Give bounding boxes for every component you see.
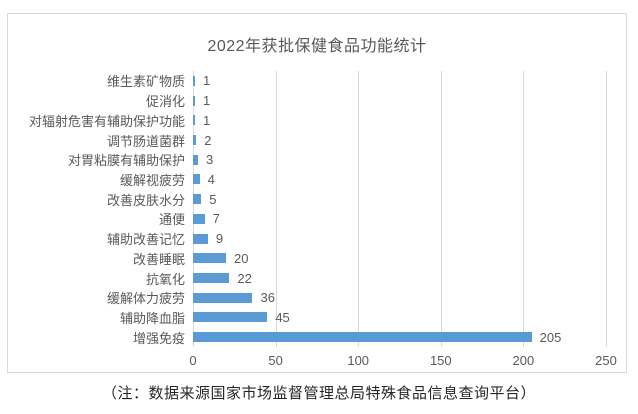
- category-label: 缓解视疲劳: [119, 172, 185, 188]
- bar-row: 缓解体力疲劳 36: [18, 288, 606, 308]
- bar: [193, 253, 227, 264]
- value-label: 36: [260, 290, 275, 306]
- bar-row: 辅助改善记忆 9: [18, 229, 606, 249]
- category-label: 维生素矿物质: [106, 74, 185, 90]
- bar-row: 缓解视疲劳 4: [18, 170, 606, 190]
- gridline: [275, 71, 277, 347]
- value-label: 205: [539, 329, 562, 345]
- bar: [193, 115, 195, 126]
- bar: [193, 312, 268, 323]
- bar-track: 7: [193, 209, 606, 229]
- value-label: 3: [205, 152, 214, 168]
- category-label: 对胃粘膜有辅助保护: [67, 153, 185, 169]
- x-tick-label: 100: [347, 353, 370, 368]
- value-label: 1: [203, 73, 211, 89]
- bar-track: 1: [193, 110, 606, 130]
- bar-row: 维生素矿物质 1: [18, 71, 606, 91]
- category-label: 改善睡眠: [132, 251, 185, 267]
- gridline: [358, 71, 360, 347]
- chart-card: 2022年获批保健食品功能统计 维生素矿物质 1 促消化 1 对辐射危害有辅助保护功能 1…: [7, 13, 627, 373]
- bar: [193, 292, 253, 303]
- x-tick-label: 200: [512, 353, 535, 368]
- bar-track: 3: [193, 150, 606, 170]
- category-label: 对辐射危害有辅助保护功能: [28, 113, 185, 129]
- category-label: 调节肠道菌群: [106, 133, 185, 149]
- category-label: 促消化: [145, 94, 185, 110]
- x-tick-label: 250: [595, 353, 617, 368]
- value-label: 7: [212, 211, 220, 227]
- bar-row: 调节肠道菌群 2: [18, 130, 606, 150]
- category-label: 通便: [158, 212, 185, 228]
- bar-row: 抗氧化 22: [18, 268, 606, 288]
- x-tick-label: 0: [189, 353, 197, 368]
- bar: [193, 95, 195, 106]
- value-label: 9: [215, 231, 224, 247]
- bar-rows: 维生素矿物质 1 促消化 1 对辐射危害有辅助保护功能 1 调节肠道菌群 2 对胃粘膜有辅助保护…: [18, 71, 606, 347]
- bar-track: 205: [193, 327, 606, 347]
- bar-track: 5: [193, 189, 606, 209]
- value-label: 22: [237, 270, 252, 286]
- bar-track: 20: [193, 248, 606, 268]
- bar-track: 9: [193, 229, 606, 249]
- category-label: 辅助降血脂: [119, 310, 185, 326]
- footnote: （注：数据来源国家市场监督管理总局特殊食品信息查询平台）: [101, 385, 536, 402]
- value-label: 45: [275, 309, 290, 325]
- bar-track: 4: [193, 170, 606, 190]
- x-tick-label: 50: [268, 353, 283, 368]
- bar-row: 改善睡眠 20: [18, 248, 606, 268]
- bar: [193, 233, 208, 244]
- gridline: [523, 71, 525, 347]
- bar: [193, 332, 532, 343]
- chart-title: 2022年获批保健食品功能统计: [207, 38, 427, 55]
- bar: [193, 75, 195, 86]
- bar-track: 36: [193, 288, 606, 308]
- bar-row: 通便 7: [18, 209, 606, 229]
- plot-area: 维生素矿物质 1 促消化 1 对辐射危害有辅助保护功能 1 调节肠道菌群 2 对胃粘膜有辅助保护…: [18, 71, 607, 347]
- bar: [193, 135, 197, 146]
- value-label: 4: [207, 171, 215, 187]
- bar: [193, 174, 200, 185]
- bar-track: 1: [193, 91, 606, 111]
- value-label: 1: [203, 93, 211, 109]
- bar: [193, 213, 205, 224]
- category-label: 增强免疫: [132, 330, 185, 346]
- value-label: 5: [209, 191, 217, 207]
- gridline: [440, 71, 442, 347]
- category-label: 改善皮肤水分: [106, 192, 185, 208]
- bar-track: 45: [193, 308, 606, 328]
- bar-row: 改善皮肤水分 5: [18, 189, 606, 209]
- bar-track: 2: [193, 130, 606, 150]
- value-label: 1: [203, 112, 211, 128]
- x-axis: 0 50 100 150 200 250: [189, 353, 616, 369]
- category-label: 缓解体力疲劳: [106, 291, 185, 307]
- value-label: 20: [234, 250, 249, 266]
- bar-row: 辅助降血脂 45: [18, 308, 606, 328]
- bar-track: 1: [193, 71, 606, 91]
- gridline: [606, 71, 607, 347]
- bar: [193, 194, 202, 205]
- gridlines: [193, 71, 607, 347]
- category-label: 抗氧化: [145, 271, 185, 287]
- value-label: 2: [204, 132, 212, 148]
- gridline: [193, 71, 194, 347]
- bar: [193, 154, 198, 165]
- bar-row: 对胃粘膜有辅助保护 3: [18, 150, 606, 170]
- bar-row: 促消化 1: [18, 91, 606, 111]
- bar: [193, 273, 230, 284]
- bar-row: 对辐射危害有辅助保护功能 1: [18, 110, 606, 130]
- bar-row: 增强免疫 205: [18, 327, 606, 347]
- category-label: 辅助改善记忆: [106, 232, 185, 248]
- bar-track: 22: [193, 268, 606, 288]
- x-tick-label: 150: [429, 353, 452, 368]
